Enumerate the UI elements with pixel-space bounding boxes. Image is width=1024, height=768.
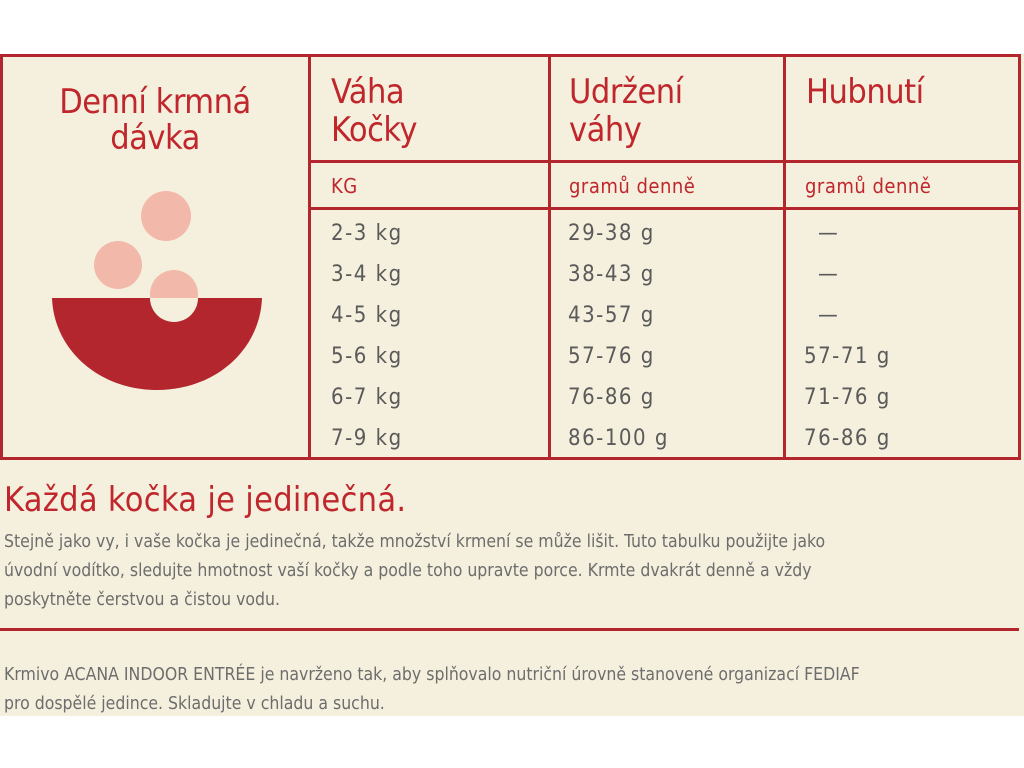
cell-maintain: 76-86 g (568, 385, 655, 410)
table-divider (308, 54, 311, 460)
cell-weight: 7-9 kg (331, 426, 403, 451)
cell-loss: 71-76 g (804, 385, 891, 410)
cell-maintain: 38-43 g (568, 262, 655, 287)
cell-maintain: 29-38 g (568, 221, 655, 246)
food-bowl-icon (52, 191, 262, 390)
unit-maintain: gramů denně (569, 174, 696, 198)
table-divider (548, 54, 551, 460)
cell-weight: 4-5 kg (331, 303, 403, 328)
unit-loss: gramů denně (805, 174, 932, 198)
header-weight-loss: Hubnutí (806, 72, 924, 112)
cell-loss: — (818, 262, 840, 287)
section-divider (0, 628, 1019, 631)
cell-weight: 6-7 kg (331, 385, 403, 410)
header-weight: Váha Kočky (331, 72, 418, 150)
cell-weight: 3-4 kg (331, 262, 403, 287)
header-maintain-weight: Udržení váhy (569, 72, 683, 150)
cell-weight: 5-6 kg (331, 344, 403, 369)
feeding-table-frame (0, 54, 1021, 460)
cell-loss: 76-86 g (804, 426, 891, 451)
unit-weight: KG (331, 174, 358, 198)
cell-maintain: 57-76 g (568, 344, 655, 369)
table-divider (783, 54, 786, 460)
top-margin (0, 0, 1024, 54)
cell-weight: 2-3 kg (331, 221, 403, 246)
cell-maintain: 86-100 g (568, 426, 669, 451)
cell-loss: 57-71 g (804, 344, 891, 369)
intro-paragraph: Stejně jako vy, i vaše kočka je jedinečn… (4, 532, 826, 610)
cell-loss: — (818, 303, 840, 328)
daily-ration-title: Denní krmná dávka (59, 82, 251, 158)
cell-maintain: 43-57 g (568, 303, 655, 328)
product-note-paragraph: Krmivo ACANA INDOOR ENTRÉE je navrženo t… (4, 665, 860, 714)
table-divider (308, 160, 1021, 163)
cell-loss: — (818, 221, 840, 246)
headline: Každá kočka je jedinečná. (4, 480, 407, 520)
table-divider (308, 207, 1021, 210)
